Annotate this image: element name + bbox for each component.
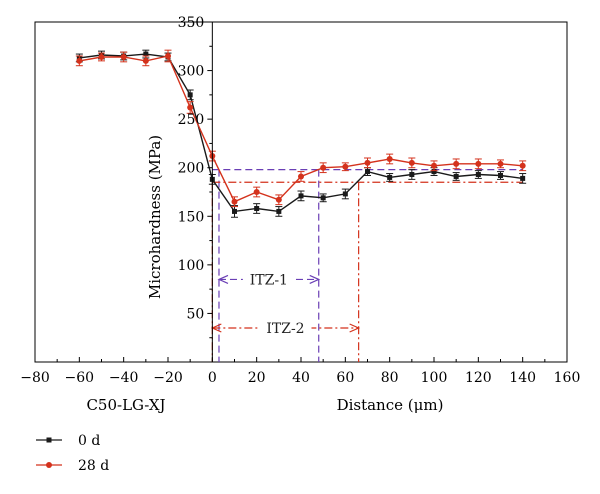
itz-label-bg [242,269,295,290]
data-point [232,208,237,214]
data-point [431,162,437,169]
data-point [276,208,282,214]
data-point [365,169,370,175]
x-tick-label: −80 [20,370,50,386]
itz-arrow-right [309,274,321,284]
data-point [231,198,238,205]
data-point [143,51,149,57]
data-point [453,173,459,179]
x-tick-label: −40 [109,370,139,386]
y-tick-label: 250 [178,112,205,128]
x-tick-label: 140 [509,370,536,386]
data-point [408,159,415,166]
x-tick-label: 0 [208,370,217,386]
data-point [342,163,349,170]
data-point [364,159,371,166]
x-axis-title: Distance (μm) [337,396,444,414]
data-point [275,196,282,203]
data-point [342,191,348,197]
legend: 0 d 28 d [36,433,109,474]
y-tick-label: 100 [178,258,205,274]
data-point [387,174,393,180]
legend-marker-0d [46,437,52,443]
data-point [298,173,304,180]
data-point [187,92,193,98]
data-point [320,164,327,171]
y-tick-label: 300 [178,64,205,80]
data-point [298,193,304,199]
data-point [409,172,415,178]
y-tick-label: 350 [178,15,205,31]
itz-label: ITZ-1 [250,272,288,288]
data-point [475,160,482,167]
data-point [498,172,503,178]
data-point [253,189,260,195]
data-point [431,169,437,175]
series-group [75,49,527,218]
data-point [520,175,526,181]
data-point [120,53,127,60]
x-tick-label: 100 [421,370,448,386]
legend-label-0d: 0 d [78,433,100,449]
itz-label: ITZ-2 [266,321,304,337]
data-point [453,160,460,167]
data-point [98,53,105,60]
x-tick-label: 160 [554,370,581,386]
x-tick-label: 80 [381,370,399,386]
data-point [386,155,393,162]
legend-label-28d: 28 d [78,458,109,474]
y-axis-title: Microhardness (MPa) [146,135,164,299]
data-point [254,206,260,212]
data-point [165,53,171,59]
x-tick-label: 20 [248,370,266,386]
data-point [142,57,149,64]
itz-label-bg [259,318,312,338]
x-tick-label: −60 [65,370,95,386]
data-point [475,172,481,178]
data-point [519,162,526,169]
data-point [76,57,83,64]
x-axis-left-label: C50-LG-XJ [86,396,165,414]
x-tick-label: 60 [336,370,354,386]
x-tick-label: −20 [153,370,183,386]
itz-annotations: ITZ-1 ITZ-2 [210,169,523,362]
series-0d [75,49,527,218]
x-tick-label: 40 [292,370,310,386]
x-tick-label: 120 [465,370,492,386]
axes: C50-LG-XJ Distance (μm) Microhardness (M… [20,15,580,414]
y-tick-label: 150 [178,209,205,225]
itz-arrow-right [349,323,361,333]
legend-marker-28d [46,462,52,468]
legend-item-0d: 0 d [36,433,100,449]
y-tick-label: 50 [187,306,205,322]
itz-arrow-left [217,274,229,284]
legend-item-28d: 28 d [36,458,109,474]
data-point [187,104,194,111]
data-point [497,160,504,167]
y-tick-label: 200 [178,161,205,177]
series-28d [75,49,527,208]
data-point [320,195,326,201]
